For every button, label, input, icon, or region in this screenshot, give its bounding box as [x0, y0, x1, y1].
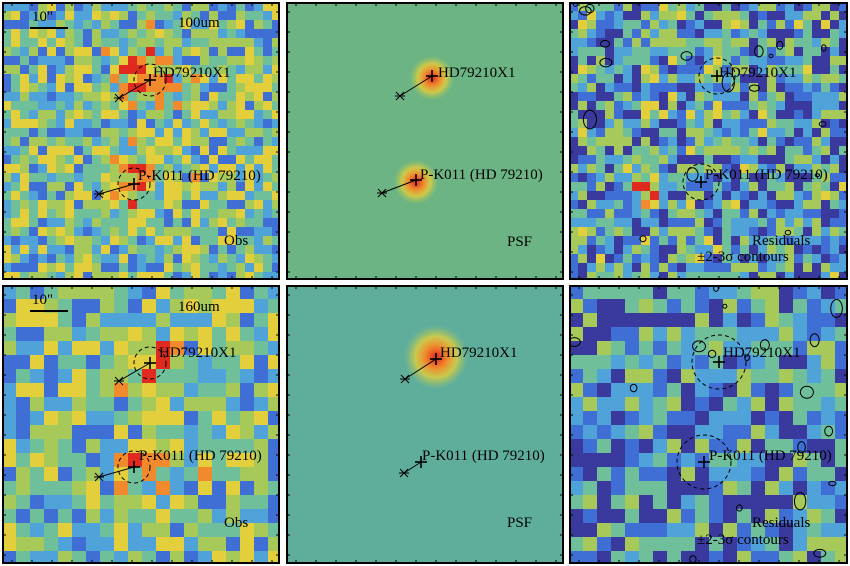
source-label-pk011: P-K011 (HD 79210)	[705, 167, 828, 183]
panel-160um-residual: HD79210X1 P-K011 (HD 79210) Residuals ±2…	[569, 285, 848, 564]
heatmap-100um-residual	[569, 2, 848, 280]
panel-label-psf: PSF	[507, 234, 533, 250]
scale-bar-label: 10"	[32, 292, 54, 308]
wavelength-label: 160um	[178, 299, 220, 315]
panel-label-obs: Obs	[224, 233, 249, 249]
source-label-pk011: P-K011 (HD 79210)	[138, 168, 261, 184]
source-label-hd79210x1: HD79210X1	[438, 65, 516, 81]
panel-160um-psf: HD79210X1 P-K011 (HD 79210) PSF	[286, 285, 564, 564]
residual-label: Residuals	[752, 233, 811, 249]
heatmap-160um-psf	[286, 285, 564, 564]
residual-label: Residuals	[752, 515, 811, 531]
source-label-pk011: P-K011 (HD 79210)	[420, 167, 543, 183]
source-label-hd79210x1: HD79210X1	[719, 65, 797, 81]
source-label-pk011: P-K011 (HD 79210)	[422, 448, 545, 464]
heatmap-100um-obs	[2, 2, 280, 280]
panel-160um-obs: 10" 160um HD79210X1 P-K011 (HD 79210) Ob…	[2, 285, 280, 564]
contour-label: ±2-3σ contours	[697, 532, 789, 548]
panel-100um-obs: 10" 100um HD79210X1 P-K011 (HD 79210) Ob…	[2, 2, 280, 280]
source-label-hd79210x1: HD79210X1	[153, 65, 231, 81]
contour-label: ±2-3σ contours	[697, 249, 789, 265]
source-label-hd79210x1: HD79210X1	[440, 345, 518, 361]
source-label-pk011: P-K011 (HD 79210)	[709, 448, 832, 464]
source-label-hd79210x1: HD79210X1	[159, 345, 237, 361]
panel-label-obs: Obs	[224, 515, 249, 531]
source-label-pk011: P-K011 (HD 79210)	[139, 448, 262, 464]
heatmap-160um-residual	[569, 285, 848, 564]
wavelength-label: 100um	[178, 15, 220, 31]
source-label-hd79210x1: HD79210X1	[723, 345, 801, 361]
scale-bar-label: 10"	[32, 9, 54, 25]
heatmap-160um-obs	[2, 285, 280, 564]
panel-100um-residual: HD79210X1 P-K011 (HD 79210) Residuals ±2…	[569, 2, 848, 280]
panel-label-psf: PSF	[507, 515, 533, 531]
heatmap-100um-psf	[286, 2, 564, 280]
panel-100um-psf: HD79210X1 P-K011 (HD 79210) PSF	[286, 2, 564, 280]
